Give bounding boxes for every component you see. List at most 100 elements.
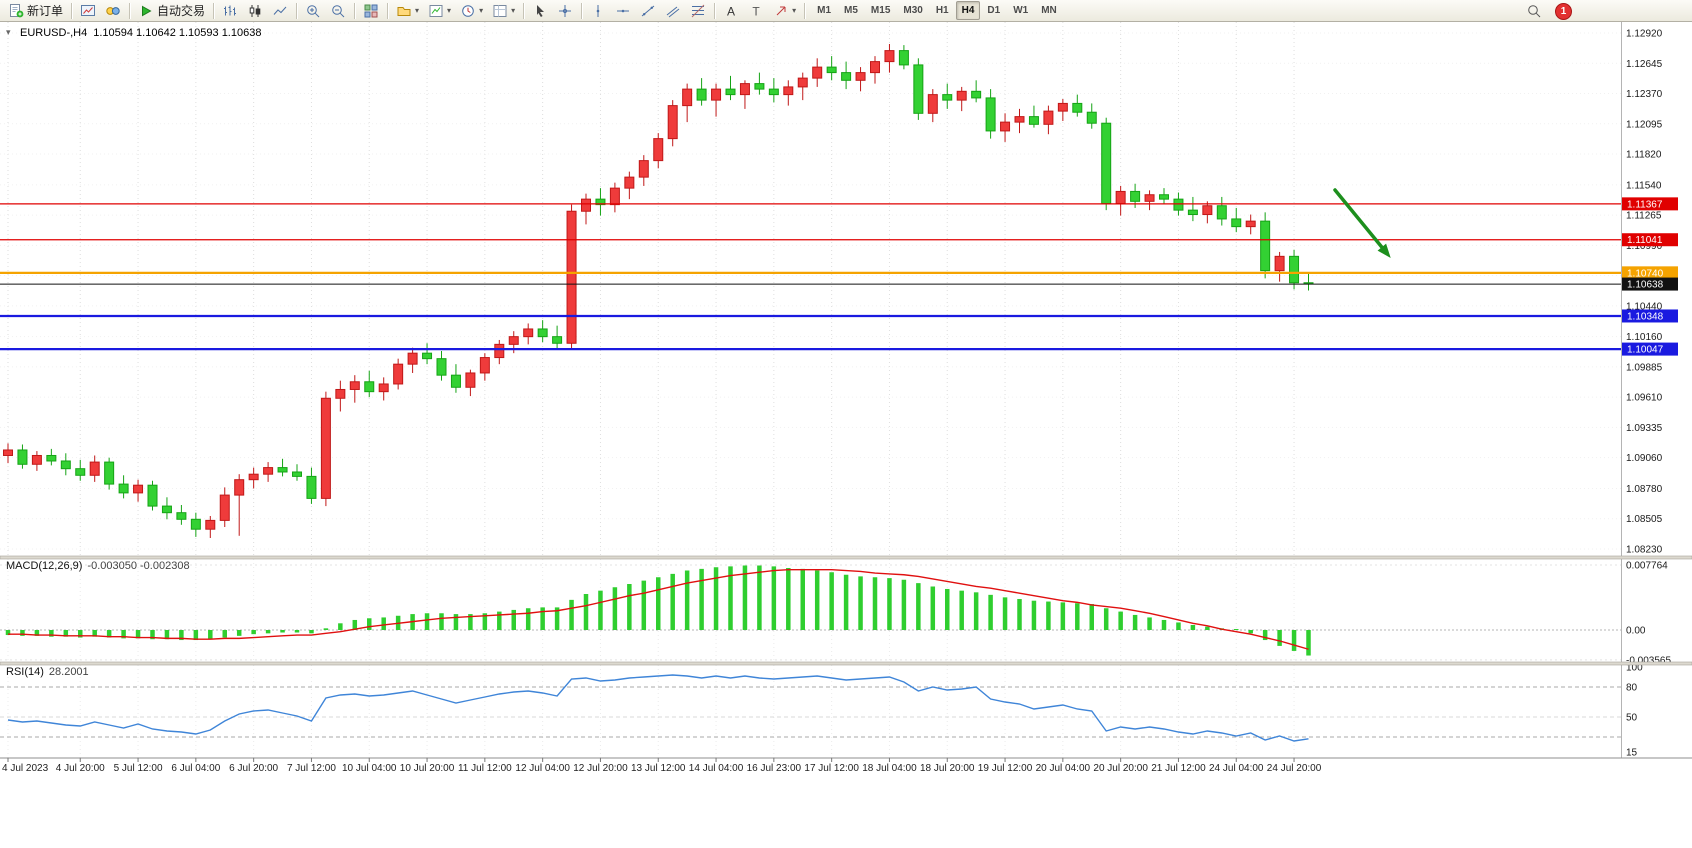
svg-text:1.08780: 1.08780 — [1626, 484, 1663, 495]
rsi-value: 28.2001 — [48, 666, 89, 678]
timeframe-w1[interactable]: W1 — [1013, 5, 1029, 16]
separator — [804, 2, 806, 19]
templates-button[interactable]: ▾ — [488, 0, 519, 22]
periods-button[interactable]: ▾ — [456, 0, 487, 22]
label-icon: T — [752, 4, 760, 18]
panel-chrome[interactable] — [0, 555, 1692, 759]
crosshair-tool-button[interactable] — [553, 0, 577, 22]
svg-text:10 Jul 20:00: 10 Jul 20:00 — [400, 763, 455, 774]
chart-canvas[interactable]: 0.0077640.00-0.0035651008050151.129201.1… — [0, 22, 1692, 848]
svg-text:1.08230: 1.08230 — [1626, 545, 1663, 556]
new-order-button[interactable]: 新订单 — [4, 0, 67, 22]
svg-text:0.007764: 0.007764 — [1626, 561, 1668, 572]
price-tag — [1622, 277, 1678, 291]
svg-text:1.10740: 1.10740 — [1627, 268, 1664, 279]
grid — [0, 22, 1621, 758]
svg-text:18 Jul 20:00: 18 Jul 20:00 — [920, 763, 975, 774]
panel-splitter[interactable] — [0, 661, 1692, 666]
rsi-label: RSI(14) — [6, 666, 44, 678]
profiles-button[interactable]: ▾ — [392, 0, 423, 22]
svg-text:50: 50 — [1626, 713, 1638, 724]
svg-text:7 Jul 12:00: 7 Jul 12:00 — [287, 763, 336, 774]
macd-label: MACD(12,26,9) — [6, 560, 83, 572]
horizontal-line-tool-button[interactable] — [611, 0, 635, 22]
label-tool-button[interactable]: T — [744, 0, 768, 22]
trend-arrow-annotation[interactable] — [1333, 188, 1391, 258]
svg-text:4 Jul 20:00: 4 Jul 20:00 — [56, 763, 105, 774]
search-button[interactable] — [1522, 0, 1546, 22]
svg-text:11 Jul 12:00: 11 Jul 12:00 — [458, 763, 512, 774]
separator — [581, 2, 583, 19]
play-icon — [142, 5, 152, 16]
market-watch-button[interactable] — [101, 0, 125, 22]
panel-splitter[interactable] — [0, 555, 1692, 560]
timeframe-m1[interactable]: M1 — [817, 5, 832, 16]
chart-header: EURUSD-,H4 1.10594 1.10642 1.10593 1.1063… — [20, 27, 267, 39]
svg-text:1.11367: 1.11367 — [1627, 199, 1663, 210]
timeframe-d1[interactable]: D1 — [987, 5, 1001, 16]
timeframe-m5[interactable]: M5 — [844, 5, 858, 16]
svg-text:-0.003565: -0.003565 — [1626, 655, 1671, 666]
line-chart-mode-button[interactable] — [268, 0, 292, 22]
vertical-line-icon — [596, 4, 600, 17]
charts-window-button[interactable] — [76, 0, 100, 22]
dropdown-caret: ▾ — [792, 5, 797, 15]
dropdown-caret: ▾ — [511, 5, 516, 15]
timeframe-h1[interactable]: H1 — [935, 5, 949, 16]
cursor-tool-button[interactable] — [528, 0, 552, 22]
text-tool-button[interactable]: A — [719, 0, 743, 22]
time-axis[interactable]: 4 Jul 2023 4 Jul 20:00 5 Jul 12:00 6 Jul 04… — [2, 758, 1322, 774]
svg-text:16 Jul 23:00: 16 Jul 23:00 — [747, 763, 802, 774]
zoom-in-icon — [307, 4, 320, 17]
timeframe-h4[interactable]: H4 — [955, 1, 981, 20]
notification-badge[interactable]: 1 — [1555, 2, 1572, 20]
svg-text:1.10160: 1.10160 — [1626, 332, 1663, 343]
separator — [714, 2, 716, 19]
price-levels[interactable] — [0, 203, 1621, 351]
trendline-icon — [641, 5, 655, 16]
separator — [129, 2, 131, 19]
autotrading-label: 自动交易 — [157, 4, 206, 18]
timeframe-mn[interactable]: MN — [1041, 5, 1057, 16]
svg-text:1.11540: 1.11540 — [1626, 180, 1662, 191]
separator — [523, 2, 525, 19]
svg-text:1.10638: 1.10638 — [1627, 280, 1664, 291]
svg-text:1.09610: 1.09610 — [1626, 393, 1663, 404]
chart-area[interactable]: ▾ EURUSD-,H4 1.10594 1.10642 1.10593 1.10… — [0, 22, 1692, 848]
trendline-tool-button[interactable] — [636, 0, 660, 22]
fibonacci-icon — [691, 4, 705, 17]
svg-text:1.10047: 1.10047 — [1627, 345, 1664, 356]
tile-windows-button[interactable] — [359, 0, 383, 22]
svg-text:1.12920: 1.12920 — [1626, 29, 1663, 40]
bar-chart-mode-button[interactable] — [218, 0, 242, 22]
indicators-button[interactable]: ▾ — [424, 0, 455, 22]
fibonacci-tool-button[interactable] — [686, 0, 710, 22]
channel-icon — [666, 6, 680, 17]
indicators-icon — [429, 4, 443, 17]
svg-text:1.12645: 1.12645 — [1626, 59, 1663, 70]
zoom-out-button[interactable] — [326, 0, 350, 22]
channel-tool-button[interactable] — [661, 0, 685, 22]
svg-text:1.10440: 1.10440 — [1626, 301, 1663, 312]
svg-text:24 Jul 20:00: 24 Jul 20:00 — [1267, 763, 1322, 774]
panel-collapse-arrow[interactable]: ▾ — [6, 27, 11, 37]
arrows-tool-button[interactable]: ▾ — [769, 0, 800, 22]
macd-header: MACD(12,26,9) -0.003050 -0.002308 — [6, 560, 190, 572]
horizontal-line-icon — [617, 9, 630, 12]
svg-text:21 Jul 12:00: 21 Jul 12:00 — [1151, 763, 1206, 774]
zoom-in-button[interactable] — [301, 0, 325, 22]
autotrading-button[interactable]: 自动交易 — [134, 0, 209, 22]
crosshair-icon — [559, 4, 572, 17]
svg-text:18 Jul 04:00: 18 Jul 04:00 — [862, 763, 917, 774]
vertical-line-tool-button[interactable] — [586, 0, 610, 22]
candlestick-mode-button[interactable] — [243, 0, 267, 22]
timeframe-m30[interactable]: M30 — [903, 5, 923, 16]
macd-panel: 0.007764 0.00 -0.003565 — [0, 561, 1671, 666]
timeframe-m15[interactable]: M15 — [870, 5, 891, 16]
svg-text:1.11041: 1.11041 — [1627, 235, 1663, 246]
price-axis[interactable]: 1.12920 1.12645 1.12370 1.12095 1.11820 1.115… — [1621, 22, 1663, 758]
svg-text:100: 100 — [1626, 663, 1643, 674]
dropdown-caret: ▾ — [479, 5, 484, 15]
